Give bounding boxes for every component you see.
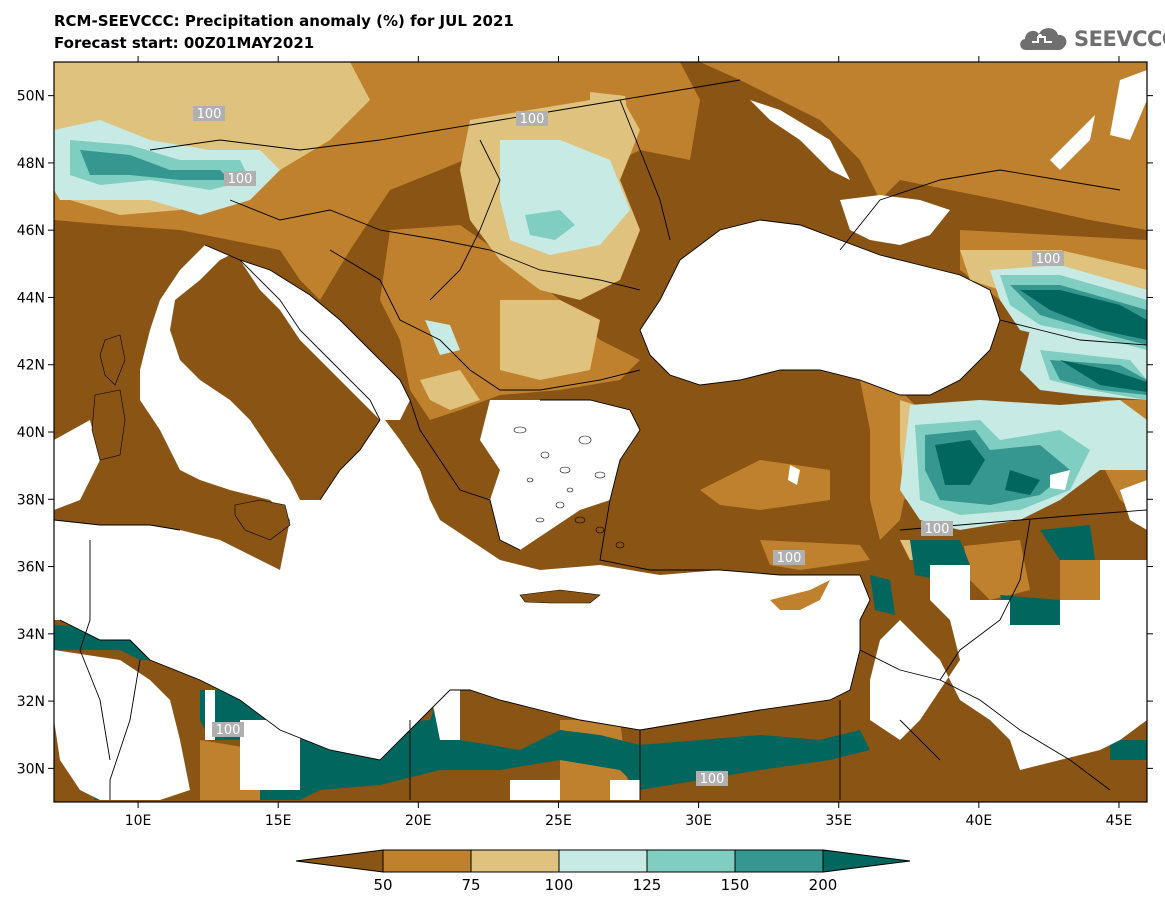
sardinia-shape xyxy=(91,389,126,461)
lon-tick-label: 45E xyxy=(1106,813,1133,829)
contour-labels: 100 100 100 100 100 100 100 100 xyxy=(193,106,1064,787)
latitude-ticks: 50N 48N 46N 44N 42N 40N 38N 36N 34N 32N 30N xyxy=(17,89,1153,777)
lat-tick-label: 46N xyxy=(17,223,45,239)
contour-label: 100 xyxy=(925,522,950,537)
sea-and-missing-areas xyxy=(54,70,1147,800)
corsica-shape xyxy=(99,334,126,386)
lon-tick-label: 10E xyxy=(125,813,152,829)
lat-tick-label: 44N xyxy=(17,290,45,306)
lon-tick-label: 20E xyxy=(405,813,432,829)
contour-label-box xyxy=(696,771,728,786)
lat-tick-label: 42N xyxy=(17,358,45,374)
colorbar-label: 125 xyxy=(633,876,662,894)
colorbar-label: 50 xyxy=(373,876,392,894)
colorbar-below-50 xyxy=(295,849,384,873)
lon-tick-label: 15E xyxy=(265,813,292,829)
colorbar-50-75 xyxy=(382,849,472,873)
lat-tick-label: 36N xyxy=(17,560,45,576)
cloud-icon xyxy=(1020,28,1067,50)
colorbar-label: 75 xyxy=(461,876,480,894)
map-content xyxy=(54,62,1147,802)
lat-tick-label: 48N xyxy=(17,156,45,172)
colorbar-150-200 xyxy=(734,849,824,873)
lon-tick-label: 25E xyxy=(545,813,572,829)
chart-title: RCM-SEEVCCC: Precipitation anomaly (%) f… xyxy=(54,12,514,30)
lat-tick-label: 40N xyxy=(17,425,45,441)
lat-tick-label: 32N xyxy=(17,694,45,710)
lat-tick-label: 50N xyxy=(17,89,45,105)
lat-tick-label: 38N xyxy=(17,492,45,508)
contour-label: 100 xyxy=(520,112,545,127)
contour-label: 100 xyxy=(216,723,241,738)
contour-label-box xyxy=(212,722,244,737)
contour-label: 100 xyxy=(197,107,222,122)
colorbar-100-125 xyxy=(558,849,648,873)
logo-text: SEEVCCC xyxy=(1074,27,1165,51)
colorbar-above-200 xyxy=(822,849,911,873)
contour-label: 100 xyxy=(228,172,253,187)
colorbar-label: 200 xyxy=(809,876,838,894)
lat-tick-label: 34N xyxy=(17,627,45,643)
colorbar-125-150 xyxy=(646,849,736,873)
colorbar-75-100 xyxy=(470,849,560,873)
seevccc-logo: SEEVCCC xyxy=(1016,22,1165,58)
crete-shape xyxy=(519,589,601,604)
lat-tick-label: 30N xyxy=(17,761,45,777)
contour-label-box xyxy=(921,521,953,536)
cyprus-shape xyxy=(770,580,830,610)
sicily-shape xyxy=(234,499,291,541)
lon-tick-label: 35E xyxy=(825,813,852,829)
aegean-islands xyxy=(513,426,625,549)
contour-label-box xyxy=(516,111,548,126)
contour-label-box xyxy=(773,550,805,565)
contour-label: 100 xyxy=(700,772,725,787)
colorbar: 50 75 100 125 150 200 xyxy=(295,849,911,894)
colorbar-label: 100 xyxy=(545,876,574,894)
colorbar-label: 150 xyxy=(721,876,750,894)
lon-tick-label: 40E xyxy=(966,813,993,829)
contour-label: 100 xyxy=(1036,252,1061,267)
contour-label: 100 xyxy=(777,551,802,566)
forecast-start-label: Forecast start: 00Z01MAY2021 xyxy=(54,34,315,52)
contour-label-box xyxy=(193,106,225,121)
contour-label-box xyxy=(224,171,256,186)
lon-tick-label: 30E xyxy=(685,813,712,829)
longitude-ticks: 10E 15E 20E 25E 30E 35E 40E 45E xyxy=(125,56,1133,829)
contour-label-box xyxy=(1032,251,1064,266)
